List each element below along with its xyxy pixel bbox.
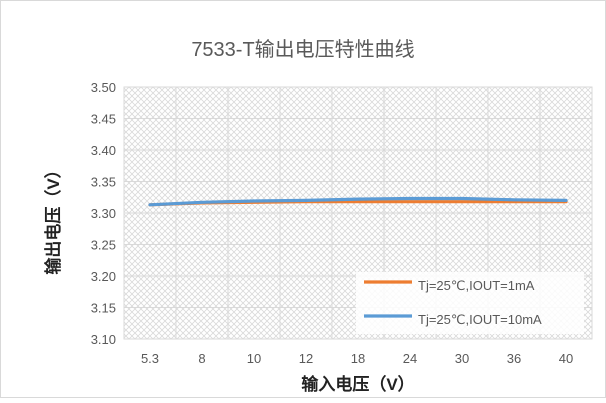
- x-tick-label: 24: [403, 351, 417, 366]
- legend-label-1: Tj=25℃,IOUT=1mA: [418, 278, 535, 293]
- x-tick-label: 5.3: [141, 351, 159, 366]
- y-tick-label: 3.20: [91, 269, 116, 284]
- y-axis-label: 输出电压（V）: [43, 161, 63, 274]
- y-axis-tick-labels: 3.10 3.15 3.20 3.25 3.30 3.35 3.40 3.45 3.50: [91, 80, 116, 347]
- x-tick-label: 30: [455, 351, 469, 366]
- y-tick-label: 3.25: [91, 238, 116, 253]
- x-axis-label: 输入电压（V）: [301, 374, 414, 394]
- y-tick-label: 3.35: [91, 175, 116, 190]
- y-tick-label: 3.45: [91, 112, 116, 127]
- series-lines: [148, 196, 568, 207]
- chart-title: 7533-T输出电压特性曲线: [191, 38, 414, 61]
- y-tick-label: 3.30: [91, 206, 116, 221]
- y-tick-label: 3.10: [91, 332, 116, 347]
- y-tick-label: 3.40: [91, 143, 116, 158]
- y-tick-label: 3.15: [91, 301, 116, 316]
- x-tick-label: 10: [247, 351, 261, 366]
- x-tick-label: 40: [559, 351, 573, 366]
- x-tick-label: 12: [299, 351, 313, 366]
- series-line-2: [148, 196, 568, 207]
- x-tick-label: 8: [198, 351, 205, 366]
- y-tick-label: 3.50: [91, 80, 116, 95]
- legend: Tj=25℃,IOUT=1mA Tj=25℃,IOUT=10mA: [364, 278, 542, 327]
- x-tick-label: 18: [351, 351, 365, 366]
- legend-label-2: Tj=25℃,IOUT=10mA: [418, 312, 542, 327]
- x-axis-tick-labels: 5.3 8 10 12 18 24 30 36 40: [141, 351, 573, 366]
- x-tick-label: 36: [507, 351, 521, 366]
